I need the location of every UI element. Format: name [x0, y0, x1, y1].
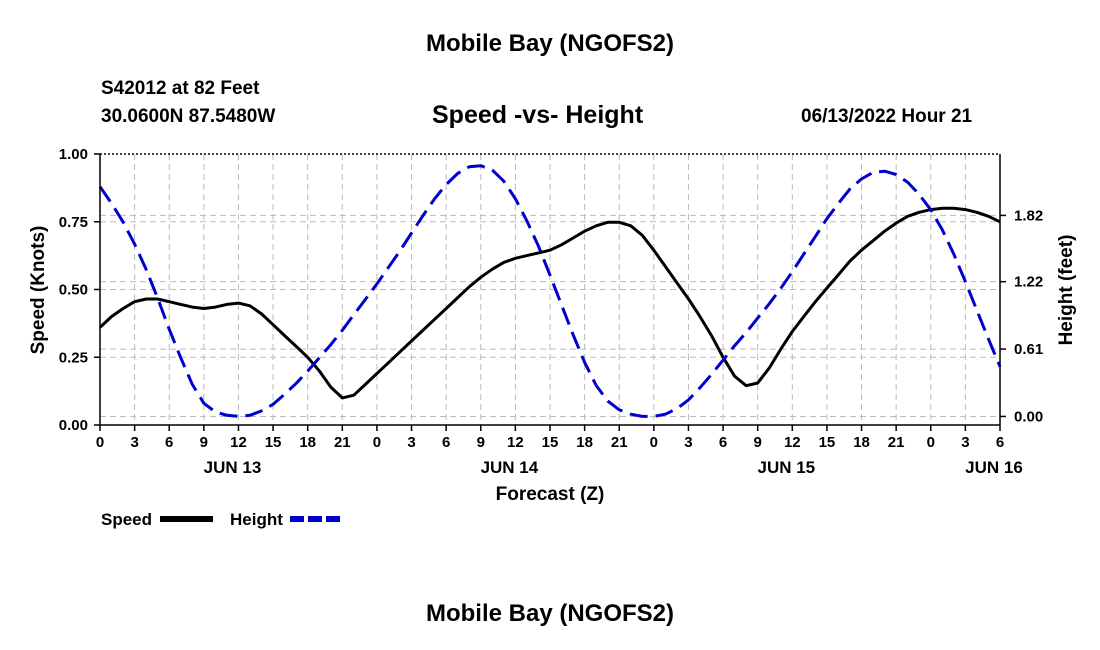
day-label: JUN 16 [965, 458, 1023, 477]
x-tick-label: 0 [373, 434, 381, 451]
legend-label-height: Height [230, 510, 283, 529]
y-tick-label-left: 0.25 [59, 349, 88, 366]
x-tick-label: 0 [927, 434, 935, 451]
x-tick-label: 21 [611, 434, 628, 451]
x-tick-label: 12 [230, 434, 247, 451]
day-label: JUN 14 [481, 458, 539, 477]
y-tick-label-right: 0.00 [1014, 408, 1043, 425]
y-tick-label-right: 0.61 [1014, 341, 1043, 358]
x-tick-label: 3 [684, 434, 692, 451]
x-tick-label: 21 [334, 434, 351, 451]
day-label: JUN 13 [204, 458, 262, 477]
x-tick-label: 6 [165, 434, 173, 451]
y-tick-label-left: 0.75 [59, 214, 88, 231]
y-tick-label-left: 0.00 [59, 417, 88, 434]
x-tick-label: 21 [888, 434, 905, 451]
x-tick-label: 9 [754, 434, 762, 451]
y-tick-label-left: 1.00 [59, 146, 88, 163]
page-title-top: Mobile Bay (NGOFS2) [425, 30, 675, 57]
x-tick-label: 12 [784, 434, 801, 451]
chart-title: Speed -vs- Height [432, 101, 644, 129]
x-tick-label: 9 [200, 434, 208, 451]
x-tick-label: 3 [407, 434, 415, 451]
grid [100, 154, 1000, 425]
x-axis-title: Forecast (Z) [496, 484, 605, 505]
y-tick-label-left: 0.50 [59, 282, 88, 299]
x-tick-label: 15 [819, 434, 836, 451]
x-tick-label: 3 [130, 434, 138, 451]
day-label: JUN 15 [757, 458, 815, 477]
x-tick-label: 0 [96, 434, 104, 451]
y-tick-label-right: 1.82 [1014, 207, 1043, 224]
x-tick-label: 12 [507, 434, 524, 451]
x-tick-label: 18 [576, 434, 593, 451]
series-group [98, 164, 1002, 418]
x-tick-label: 9 [477, 434, 485, 451]
x-tick-label: 18 [853, 434, 870, 451]
station-label: S42012 at 82 Feet [101, 78, 260, 99]
x-tick-label: 6 [442, 434, 450, 451]
speed-series-line [98, 206, 1001, 400]
page-title-bottom: Mobile Bay (NGOFS2) [425, 600, 675, 627]
legend: Speed Height [101, 510, 343, 529]
height-series-line [98, 164, 1002, 418]
x-tick-label: 18 [299, 434, 316, 451]
coordinates-label: 30.0600N 87.5480W [101, 106, 276, 127]
x-tick-label: 15 [542, 434, 559, 451]
y-tick-label-right: 1.22 [1014, 274, 1043, 291]
forecast-date-label: 06/13/2022 Hour 21 [801, 106, 973, 127]
legend-label-speed: Speed [101, 510, 152, 529]
x-tick-label: 0 [650, 434, 658, 451]
axis-labels: 0 3 6 9 12 15 18 21 0 3 6 9 12 15 18 21 0 3 6 9 12 15 18 21 0 3 6 J… [28, 146, 1077, 505]
x-tick-label: 3 [961, 434, 969, 451]
y-axis-title-left: Speed (Knots) [28, 226, 49, 355]
x-tick-label: 15 [265, 434, 282, 451]
axes [94, 153, 1006, 431]
y-axis-title-right: Height (feet) [1056, 235, 1077, 346]
x-tick-label: 6 [719, 434, 727, 451]
x-tick-label: 6 [996, 434, 1004, 451]
